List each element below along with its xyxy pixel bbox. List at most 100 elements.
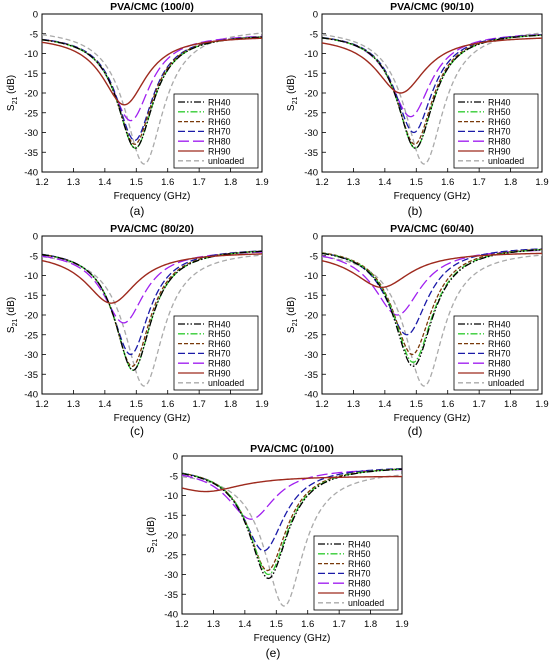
legend-label-unloaded: unloaded [488, 156, 524, 166]
chart-title: PVA/CMC (100/0) [110, 1, 194, 13]
x-tick-label: 1.3 [67, 177, 80, 188]
chart-panel-a: PVA/CMC (100/0)0-5-10-15-20-25-30-35-401… [6, 1, 269, 218]
y-tick-label: -5 [170, 471, 178, 482]
y-tick-label: -25 [304, 108, 318, 119]
panel-caption: (c) [130, 424, 144, 438]
panel-caption: (e) [266, 646, 281, 660]
x-axis-label: Frequency (GHz) [394, 413, 471, 424]
chart-panel-b: PVA/CMC (90/10)0-5-10-15-20-25-30-35-401… [286, 1, 549, 218]
legend-label-rh80: RH80 [488, 359, 511, 369]
y-axis-label: S21 (dB) [286, 297, 299, 333]
x-tick-label: 1.5 [130, 399, 143, 410]
x-tick-label: 1.2 [35, 177, 48, 188]
x-tick-label: 1.4 [378, 177, 391, 188]
legend-label-rh80: RH80 [488, 137, 511, 147]
legend-label-rh90: RH90 [208, 368, 231, 378]
series-line-unloaded [42, 254, 262, 387]
y-axis-label: S21 (dB) [146, 517, 159, 553]
x-tick-label: 1.2 [315, 399, 328, 410]
y-tick-label: -40 [24, 390, 38, 401]
legend-label-rh50: RH50 [488, 107, 511, 117]
x-tick-label: 1.9 [255, 177, 268, 188]
x-tick-label: 1.9 [395, 619, 408, 630]
legend-label-rh90: RH90 [348, 588, 371, 598]
x-tick-label: 1.8 [504, 177, 517, 188]
x-axis-label: Frequency (GHz) [114, 191, 191, 202]
y-tick-label: -40 [164, 610, 178, 621]
legend-label-rh60: RH60 [208, 117, 231, 127]
x-tick-label: 1.7 [193, 399, 206, 410]
y-tick-label: -10 [24, 49, 38, 60]
legend-label-unloaded: unloaded [208, 378, 244, 388]
series-line-rh90 [182, 475, 402, 493]
y-tick-label: -20 [304, 311, 318, 322]
y-axis-label: S21 (dB) [6, 297, 19, 333]
x-tick-label: 1.4 [238, 619, 251, 630]
legend-label-rh40: RH40 [208, 319, 231, 329]
y-axis-label: S21 (dB) [286, 75, 299, 111]
legend-label-rh50: RH50 [208, 329, 231, 339]
x-tick-label: 1.8 [364, 619, 377, 630]
panel-caption: (a) [130, 204, 145, 218]
series-line-rh90 [42, 37, 262, 106]
y-tick-label: 0 [33, 232, 38, 243]
legend-label-rh40: RH40 [488, 319, 511, 329]
y-tick-label: -10 [304, 271, 318, 282]
y-tick-label: 0 [313, 232, 318, 243]
x-axis-label: Frequency (GHz) [394, 191, 471, 202]
legend-label-unloaded: unloaded [208, 156, 244, 166]
x-tick-label: 1.7 [473, 177, 486, 188]
legend-label-unloaded: unloaded [488, 378, 524, 388]
y-tick-label: -10 [304, 49, 318, 60]
x-tick-label: 1.9 [535, 177, 548, 188]
y-tick-label: 0 [313, 10, 318, 21]
legend-label-rh70: RH70 [208, 349, 231, 359]
legend-label-rh90: RH90 [208, 146, 231, 156]
y-tick-label: -40 [304, 390, 318, 401]
chart-title: PVA/CMC (60/40) [390, 223, 474, 235]
x-tick-label: 1.6 [161, 399, 174, 410]
y-axis-label: S21 (dB) [6, 75, 19, 111]
y-tick-label: -25 [24, 108, 38, 119]
legend-label-rh40: RH40 [488, 97, 511, 107]
panel-caption: (d) [408, 424, 423, 438]
chart-title: PVA/CMC (80/20) [110, 223, 194, 235]
y-tick-label: -15 [24, 291, 38, 302]
legend-label-rh70: RH70 [208, 127, 231, 137]
x-tick-label: 1.5 [410, 177, 423, 188]
legend-box [313, 535, 399, 611]
legend-label-rh60: RH60 [488, 339, 511, 349]
legend-label-rh40: RH40 [208, 97, 231, 107]
y-tick-label: -20 [24, 311, 38, 322]
x-tick-label: 1.6 [441, 399, 454, 410]
chart-title: PVA/CMC (0/100) [250, 443, 334, 455]
x-tick-label: 1.2 [315, 177, 328, 188]
x-tick-label: 1.9 [255, 399, 268, 410]
y-tick-label: -15 [24, 69, 38, 80]
legend-label-rh80: RH80 [208, 137, 231, 147]
legend-label-rh60: RH60 [348, 559, 371, 569]
legend-label-rh80: RH80 [348, 579, 371, 589]
x-tick-label: 1.8 [224, 177, 237, 188]
x-tick-label: 1.3 [347, 177, 360, 188]
y-tick-label: -40 [24, 168, 38, 179]
y-tick-label: -5 [30, 29, 38, 40]
x-tick-label: 1.9 [535, 399, 548, 410]
x-tick-label: 1.4 [98, 177, 111, 188]
legend-label-rh70: RH70 [488, 349, 511, 359]
x-axis-label: Frequency (GHz) [254, 633, 331, 644]
y-tick-label: -5 [310, 29, 318, 40]
y-tick-label: -15 [304, 69, 318, 80]
legend-label-rh70: RH70 [348, 569, 371, 579]
panel-caption: (b) [408, 204, 423, 218]
x-tick-label: 1.5 [270, 619, 283, 630]
y-tick-label: -20 [24, 89, 38, 100]
y-tick-label: -35 [304, 148, 318, 159]
y-tick-label: -5 [30, 251, 38, 262]
series-line-unloaded [182, 474, 402, 607]
x-tick-label: 1.2 [35, 399, 48, 410]
y-tick-label: -30 [304, 350, 318, 361]
x-tick-label: 1.3 [67, 399, 80, 410]
